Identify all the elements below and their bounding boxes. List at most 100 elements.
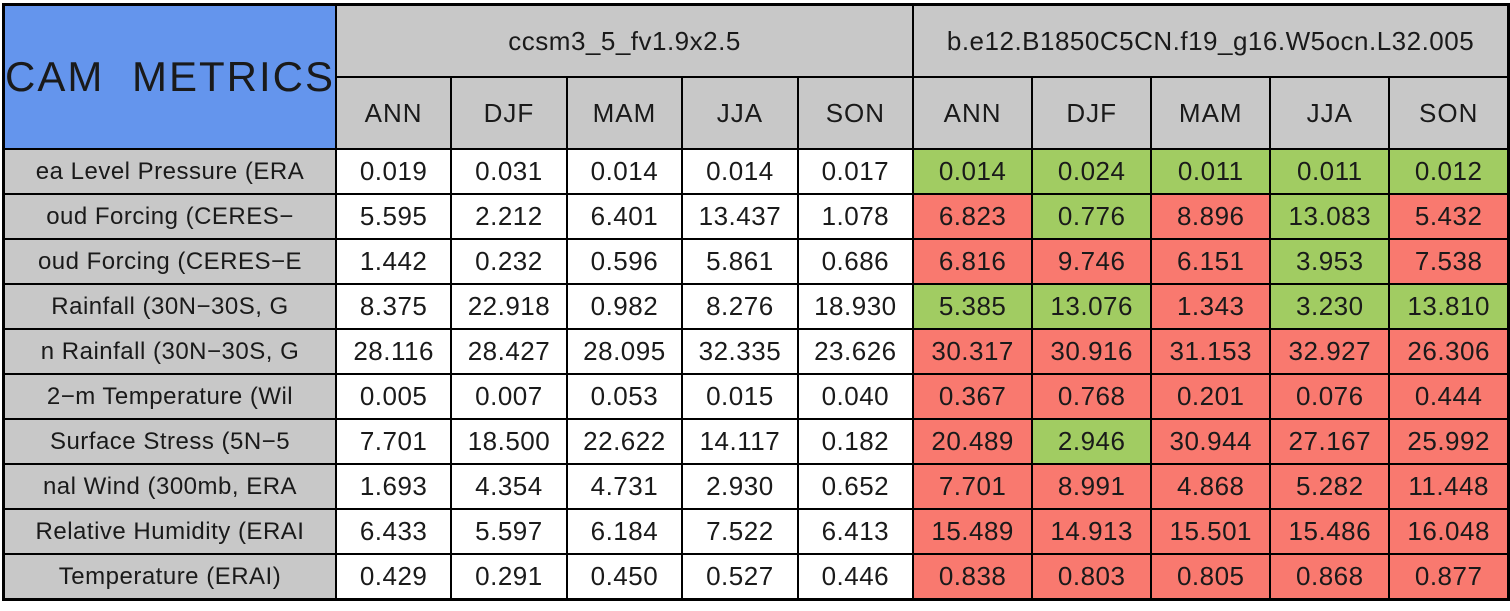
metric-cell: 5.597 xyxy=(450,508,568,555)
metric-cell: 0.007 xyxy=(450,373,568,420)
model-header-row: CAM METRICS ccsm3_5_fv1.9x2.5 b.e12.B185… xyxy=(2,3,1510,150)
row-label: n Rainfall (30N−30S, G xyxy=(2,328,337,375)
metric-cell: 0.805 xyxy=(1150,553,1272,601)
table-body: ea Level Pressure (ERA 0.019 0.031 0.014 0.0… xyxy=(2,148,1510,601)
row-label: Temperature (ERAI) xyxy=(2,553,337,601)
metric-cell: 0.527 xyxy=(681,553,799,601)
metric-cell: 32.927 xyxy=(1269,328,1391,375)
row-label: nal Wind (300mb, ERA xyxy=(2,463,337,510)
metric-cell: 6.823 xyxy=(912,193,1034,240)
metric-cell: 6.413 xyxy=(796,508,915,555)
metric-cell: 0.040 xyxy=(796,373,915,420)
metric-cell: 0.367 xyxy=(912,373,1034,420)
table-row: 2−m Temperature (Wil 0.005 0.007 0.053 0.015… xyxy=(2,373,1510,420)
metric-cell: 0.768 xyxy=(1031,373,1153,420)
metric-cell: 0.015 xyxy=(681,373,799,420)
metric-cell: 4.868 xyxy=(1150,463,1272,510)
metric-cell: 1.693 xyxy=(334,463,453,510)
metric-cell: 0.803 xyxy=(1031,553,1153,601)
metric-cell: 2.930 xyxy=(681,463,799,510)
season-header: JJA xyxy=(681,76,799,150)
metric-cell: 0.446 xyxy=(796,553,915,601)
metric-cell: 0.053 xyxy=(565,373,684,420)
metric-cell: 7.522 xyxy=(681,508,799,555)
season-header: ANN xyxy=(334,76,453,150)
metric-cell: 0.868 xyxy=(1269,553,1391,601)
table-header: CAM METRICS ccsm3_5_fv1.9x2.5 b.e12.B185… xyxy=(2,3,1510,150)
metric-cell: 25.992 xyxy=(1388,418,1510,465)
metric-cell: 0.019 xyxy=(334,148,453,195)
metric-cell: 4.354 xyxy=(450,463,568,510)
metric-cell: 15.486 xyxy=(1269,508,1391,555)
metric-cell: 0.014 xyxy=(912,148,1034,195)
metric-cell: 1.442 xyxy=(334,238,453,285)
season-header: MAM xyxy=(1150,76,1272,150)
table-row: Surface Stress (5N−5 7.701 18.500 22.622 14.… xyxy=(2,418,1510,465)
metric-cell: 4.731 xyxy=(565,463,684,510)
metric-cell: 3.230 xyxy=(1269,283,1391,330)
metric-cell: 5.282 xyxy=(1269,463,1391,510)
season-header: SON xyxy=(796,76,915,150)
table-row: n Rainfall (30N−30S, G 28.116 28.427 28.095… xyxy=(2,328,1510,375)
season-header: SON xyxy=(1388,76,1510,150)
metric-cell: 22.622 xyxy=(565,418,684,465)
metric-cell: 0.877 xyxy=(1388,553,1510,601)
metric-cell: 5.861 xyxy=(681,238,799,285)
table-row: nal Wind (300mb, ERA 1.693 4.354 4.731 2.930… xyxy=(2,463,1510,510)
row-label-text: Surface Stress (5N−5 xyxy=(49,427,291,455)
metric-cell: 0.014 xyxy=(681,148,799,195)
metric-cell: 5.385 xyxy=(912,283,1034,330)
metric-cell: 1.343 xyxy=(1150,283,1272,330)
metric-cell: 2.212 xyxy=(450,193,568,240)
metric-cell: 7.538 xyxy=(1388,238,1510,285)
metric-cell: 0.024 xyxy=(1031,148,1153,195)
metric-cell: 30.916 xyxy=(1031,328,1153,375)
row-label: oud Forcing (CERES−E xyxy=(2,238,337,285)
season-header: DJF xyxy=(450,76,568,150)
table-title-cell: CAM METRICS xyxy=(2,3,337,150)
metric-cell: 31.153 xyxy=(1150,328,1272,375)
season-header: ANN xyxy=(912,76,1034,150)
row-label-text: n Rainfall (30N−30S, G xyxy=(40,337,300,365)
row-label-text: oud Forcing (CERES−E xyxy=(37,247,303,275)
metric-cell: 8.375 xyxy=(334,283,453,330)
row-label: 2−m Temperature (Wil xyxy=(2,373,337,420)
row-label-text: 2−m Temperature (Wil xyxy=(46,382,294,410)
row-label: Relative Humidity (ERAI xyxy=(2,508,337,555)
metric-cell: 11.448 xyxy=(1388,463,1510,510)
metric-cell: 0.232 xyxy=(450,238,568,285)
season-header-row: ANN DJF MAM JJA SON ANN DJF MAM JJA SON xyxy=(4,76,1510,150)
model-1-header: ccsm3_5_fv1.9x2.5 xyxy=(334,3,915,78)
metric-cell: 0.291 xyxy=(450,553,568,601)
metric-cell: 0.031 xyxy=(450,148,568,195)
metric-cell: 5.432 xyxy=(1388,193,1510,240)
metric-cell: 6.184 xyxy=(565,508,684,555)
metric-cell: 30.317 xyxy=(912,328,1034,375)
metric-cell: 8.896 xyxy=(1150,193,1272,240)
row-label-text: nal Wind (300mb, ERA xyxy=(42,472,298,500)
metric-cell: 0.182 xyxy=(796,418,915,465)
metric-cell: 0.011 xyxy=(1150,148,1272,195)
metric-cell: 15.489 xyxy=(912,508,1034,555)
metric-cell: 14.117 xyxy=(681,418,799,465)
metric-cell: 6.433 xyxy=(334,508,453,555)
metric-cell: 0.005 xyxy=(334,373,453,420)
table-title: CAM METRICS xyxy=(5,53,335,100)
table-row: oud Forcing (CERES− 5.595 2.212 6.401 13.437… xyxy=(2,193,1510,240)
metric-cell: 0.652 xyxy=(796,463,915,510)
metric-cell: 20.489 xyxy=(912,418,1034,465)
table-row: ea Level Pressure (ERA 0.019 0.031 0.014 0.0… xyxy=(2,148,1510,195)
metric-cell: 16.048 xyxy=(1388,508,1510,555)
table-row: Relative Humidity (ERAI 6.433 5.597 6.184 7.… xyxy=(2,508,1510,555)
metric-cell: 0.596 xyxy=(565,238,684,285)
metric-cell: 0.776 xyxy=(1031,193,1153,240)
model-1-name: ccsm3_5_fv1.9x2.5 xyxy=(508,25,741,56)
metric-cell: 27.167 xyxy=(1269,418,1391,465)
metric-cell: 9.746 xyxy=(1031,238,1153,285)
metric-cell: 26.306 xyxy=(1388,328,1510,375)
metric-cell: 0.014 xyxy=(565,148,684,195)
metric-cell: 0.011 xyxy=(1269,148,1391,195)
metric-cell: 6.151 xyxy=(1150,238,1272,285)
metric-cell: 0.012 xyxy=(1388,148,1510,195)
